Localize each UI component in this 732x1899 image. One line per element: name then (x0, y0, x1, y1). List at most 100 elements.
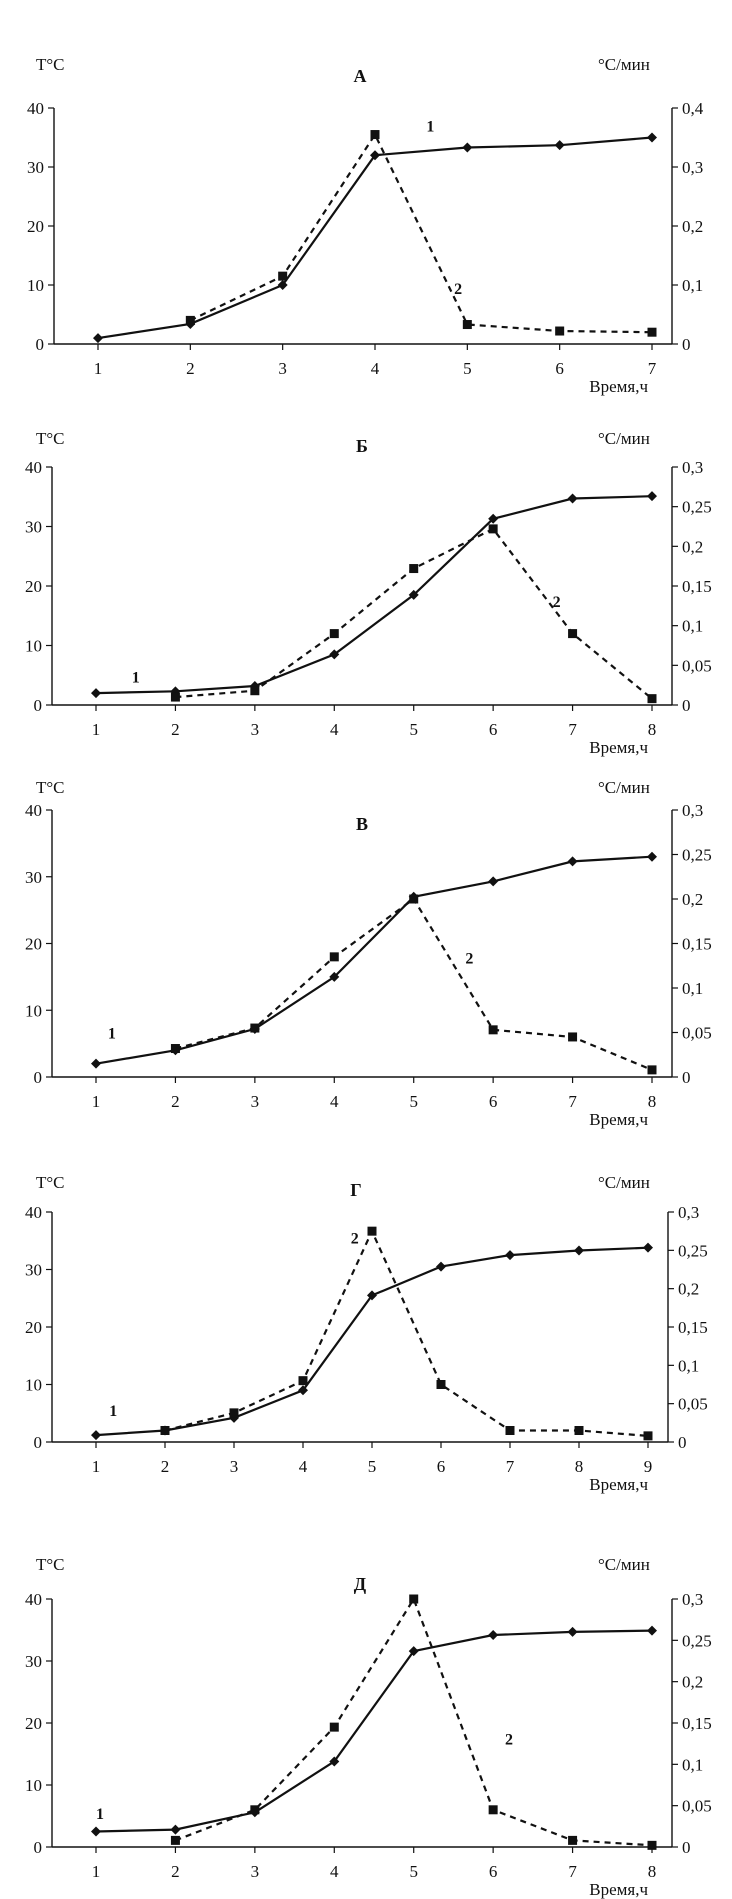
series-2-line (164, 1228, 649, 1437)
right-tick-label: 0,3 (682, 458, 703, 477)
series-2-point (170, 692, 180, 702)
x-tick-label: 1 (92, 720, 101, 739)
x-tick-label: 1 (92, 1457, 101, 1476)
x-tick-label: 6 (437, 1457, 446, 1476)
series-2-point (436, 1380, 446, 1389)
series-1-point (91, 1430, 101, 1441)
series-2-point (505, 1426, 515, 1435)
series-2-point (229, 1408, 239, 1418)
series-1-line (97, 136, 653, 340)
x-tick-label: 8 (648, 1862, 657, 1881)
curve-label: 2 (454, 281, 462, 298)
series-2-point (488, 1805, 498, 1815)
right-tick-label: 0,25 (678, 1241, 708, 1260)
left-tick-label: 20 (25, 935, 42, 954)
right-tick-label: 0,3 (682, 158, 703, 177)
right-tick-label: 0,2 (682, 1673, 703, 1692)
series-2-point (555, 326, 565, 336)
right-tick-label: 0,05 (682, 656, 712, 675)
right-tick-label: 0,05 (678, 1395, 708, 1414)
series-2-point (170, 1044, 180, 1054)
left-tick-label: 20 (25, 577, 42, 596)
series-2-point (250, 1805, 260, 1815)
series-1-point (462, 142, 473, 153)
series-2-point (488, 524, 498, 534)
x-tick-label: 6 (489, 1092, 498, 1111)
left-tick-label: 20 (25, 1318, 42, 1337)
series-2-point (298, 1376, 308, 1386)
left-tick-label: 10 (25, 1776, 42, 1795)
x-tick-label: 4 (330, 1092, 339, 1111)
y-axis-title: T°C (36, 1173, 65, 1192)
series-1-point (505, 1250, 515, 1261)
x-tick-label: 7 (568, 1092, 577, 1111)
series-1-point (567, 856, 578, 867)
y-axis-title: T°C (36, 778, 65, 797)
left-tick-label: 0 (34, 1068, 43, 1087)
left-tick-label: 20 (25, 1714, 42, 1733)
series-1-point (574, 1245, 584, 1256)
x-tick-label: 5 (409, 720, 418, 739)
x-tick-label: 3 (251, 1862, 260, 1881)
curve-label: 1 (96, 1806, 104, 1823)
x-tick-label: 3 (278, 359, 287, 378)
curve-label: 2 (553, 594, 561, 611)
x-tick-label: 3 (251, 720, 260, 739)
series-1-point (647, 851, 657, 862)
x-tick-label: 5 (368, 1457, 377, 1476)
x-tick-label: 6 (489, 1862, 498, 1881)
series-2-point (409, 1594, 419, 1604)
x-tick-label: 5 (463, 359, 472, 378)
series-2-line (175, 1596, 653, 1847)
left-tick-label: 40 (25, 801, 42, 820)
x-tick-label: 2 (186, 359, 195, 378)
right-tick-label: 0 (682, 1068, 691, 1087)
series-2-point (574, 1426, 584, 1435)
right-tick-label: 0,3 (682, 801, 703, 820)
right-tick-label: 0,1 (682, 276, 703, 295)
curve-label: 2 (351, 1231, 359, 1248)
x-tick-label: 7 (568, 720, 577, 739)
right-tick-label: 0,15 (682, 1714, 712, 1733)
right-tick-label: 0 (682, 1838, 691, 1857)
x-tick-label: 4 (330, 1862, 339, 1881)
panel-title: В (356, 814, 368, 834)
x-tick-label: 3 (230, 1457, 239, 1476)
series-1-point (329, 1756, 340, 1767)
x-axis-title: Время,ч (589, 1475, 648, 1494)
series-1-point (567, 493, 578, 504)
panel-title: Г (350, 1180, 361, 1200)
series-1-point (277, 280, 288, 290)
right-tick-label: 0,3 (678, 1203, 699, 1222)
series-1-line (95, 1629, 653, 1833)
right-tick-label: 0,25 (682, 846, 712, 865)
right-tick-label: 0,1 (682, 979, 703, 998)
x-tick-label: 8 (648, 720, 657, 739)
series-1-point (567, 1626, 578, 1637)
left-tick-label: 10 (25, 637, 42, 656)
series-1-point (408, 589, 419, 600)
y2-axis-title: °C/мин (598, 1173, 650, 1192)
x-tick-label: 8 (575, 1457, 584, 1476)
right-tick-label: 0,25 (682, 1631, 712, 1650)
series-1-point (91, 1826, 101, 1837)
right-tick-label: 0,2 (682, 890, 703, 909)
y2-axis-title: °C/мин (598, 778, 650, 797)
x-tick-label: 2 (171, 1092, 180, 1111)
series-1-point (329, 971, 340, 982)
left-tick-label: 40 (25, 1203, 42, 1222)
left-tick-label: 0 (34, 696, 43, 715)
series-2-point (250, 686, 260, 696)
series-2-point (409, 894, 419, 904)
series-2-point (329, 952, 339, 962)
series-1-point (408, 1646, 419, 1657)
series-1-point (488, 876, 499, 887)
right-tick-label: 0,1 (682, 617, 703, 636)
panel-2: 0 10 20 30 40 0 0,05 0,1 0,15 0,2 0,25 0,3 1 2 3 4 5 6 7 8 Б… (25, 429, 712, 757)
series-1-point (370, 150, 380, 161)
x-tick-label: 6 (555, 359, 564, 378)
curve-label: 2 (505, 1732, 513, 1749)
series-2-point (647, 694, 657, 704)
left-tick-label: 0 (34, 1838, 43, 1857)
series-2-point (329, 1722, 339, 1732)
